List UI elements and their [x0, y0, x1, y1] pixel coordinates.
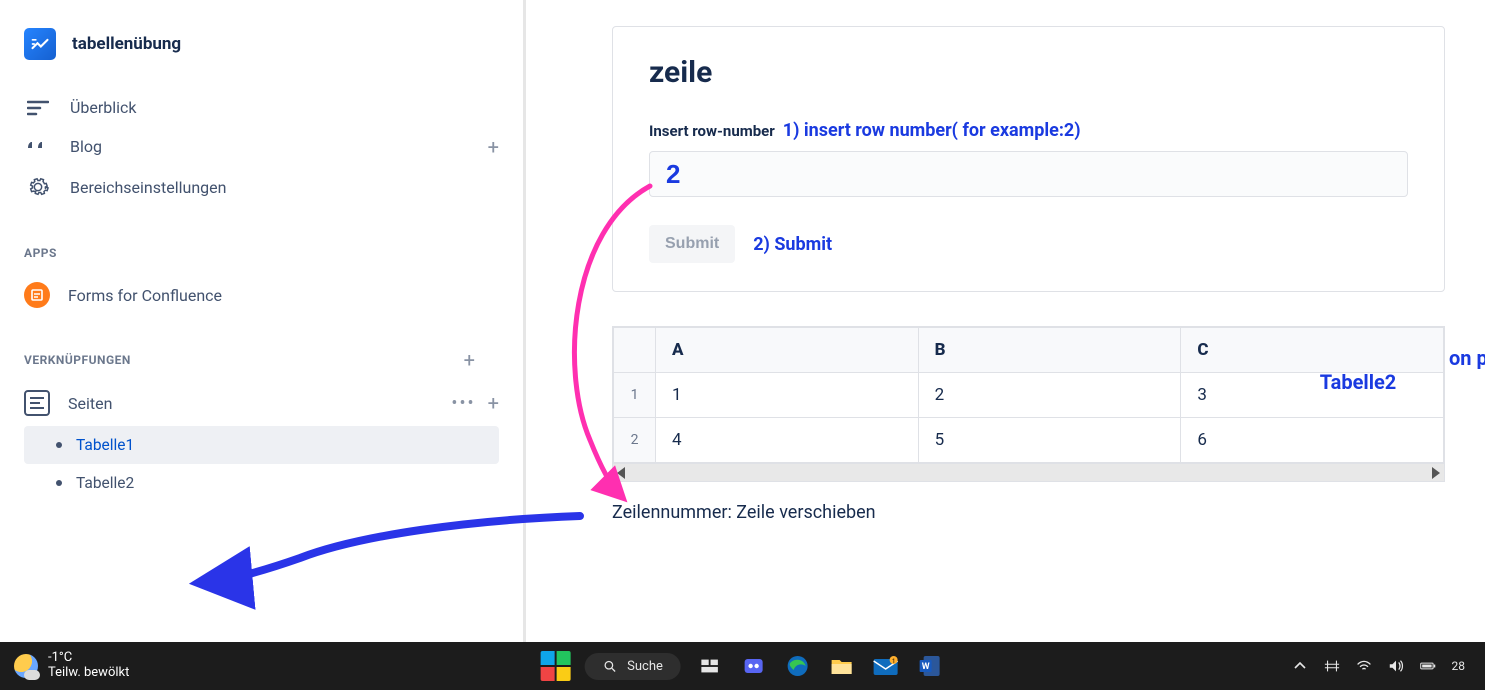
- word-icon[interactable]: W: [915, 651, 945, 681]
- form-card: zeile Insert row-number 1) insert row nu…: [612, 26, 1445, 292]
- table-row[interactable]: 2 4 5 6: [614, 418, 1444, 463]
- gear-icon: [24, 176, 52, 198]
- weather-condition: Teilw. bewölkt: [48, 666, 129, 681]
- windows-taskbar[interactable]: -1°C Teilw. bewölkt Suche 1 W 28: [0, 642, 1485, 690]
- table-row[interactable]: 1 1 2 3: [614, 373, 1444, 418]
- apps-section-title: APPS: [0, 218, 523, 270]
- start-button[interactable]: [540, 651, 570, 681]
- annotation-step2: 2) Submit: [753, 234, 832, 255]
- links-section-title: VERKNÜPFUNGEN: [24, 353, 131, 367]
- table-cell: 6: [1181, 418, 1444, 463]
- nav-label: Bereichseinstellungen: [70, 178, 226, 197]
- explorer-icon[interactable]: [827, 651, 857, 681]
- weather-temp: -1°C: [48, 651, 129, 666]
- bullet-icon: [56, 442, 62, 448]
- app-item-forms[interactable]: Forms for Confluence: [0, 270, 523, 320]
- task-view-icon[interactable]: [695, 651, 725, 681]
- table-cell: 4: [656, 418, 919, 463]
- plus-icon[interactable]: +: [488, 391, 499, 415]
- more-icon[interactable]: •••: [451, 393, 475, 414]
- page-tree: Tabelle1 Tabelle2: [0, 426, 523, 502]
- space-icon: [24, 28, 56, 60]
- svg-text:W: W: [922, 662, 930, 672]
- search-icon: [602, 659, 617, 674]
- taskbar-tray[interactable]: 28: [1292, 658, 1485, 674]
- table-cell: 5: [918, 418, 1181, 463]
- weather-text: -1°C Teilw. bewölkt: [48, 651, 129, 681]
- row-number-cell: 2: [614, 418, 656, 463]
- space-header[interactable]: tabellenübung: [0, 18, 523, 84]
- space-title: tabellenübung: [72, 34, 181, 54]
- table-cell: 1: [656, 373, 919, 418]
- teams-icon[interactable]: [739, 651, 769, 681]
- mail-icon[interactable]: 1: [871, 651, 901, 681]
- chevron-up-icon[interactable]: [1292, 658, 1308, 674]
- submit-button[interactable]: Submit: [649, 225, 735, 263]
- taskbar-weather[interactable]: -1°C Teilw. bewölkt: [0, 651, 129, 681]
- network-icon[interactable]: [1324, 658, 1340, 674]
- battery-icon[interactable]: [1420, 658, 1436, 674]
- annotation-step1: 1) insert row number( for example:2): [783, 120, 1081, 141]
- tree-label: Tabelle2: [76, 474, 134, 492]
- field-label: Insert row-number: [649, 122, 775, 140]
- tree-item-tabelle1[interactable]: Tabelle1: [24, 426, 499, 464]
- col-header: A: [656, 328, 919, 373]
- app-label: Forms for Confluence: [68, 286, 222, 305]
- main-content: zeile Insert row-number 1) insert row nu…: [526, 0, 1485, 642]
- tree-item-tabelle2[interactable]: Tabelle2: [24, 464, 499, 502]
- taskbar-search[interactable]: Suche: [584, 653, 681, 680]
- nav-label: Überblick: [70, 98, 137, 117]
- edge-icon[interactable]: [783, 651, 813, 681]
- forms-app-icon: [24, 282, 50, 308]
- taskbar-center: Suche 1 W: [540, 651, 945, 681]
- pages-row[interactable]: Seiten ••• +: [0, 380, 523, 426]
- form-title: zeile: [649, 55, 1408, 90]
- data-table-wrap: A B C 1 1 2 3 2 4 5: [612, 326, 1445, 482]
- pages-icon: [24, 390, 50, 416]
- taskbar-clock[interactable]: 28: [1452, 659, 1466, 673]
- table-cell: 2: [918, 373, 1181, 418]
- table-header-row: A B C: [614, 328, 1444, 373]
- weather-icon: [14, 654, 38, 678]
- table-caption: Zeilennummer: Zeile verschieben: [612, 502, 1445, 523]
- pages-label: Seiten: [68, 394, 112, 413]
- sidebar: tabellenübung Überblick Blog + Bere: [0, 0, 526, 642]
- nav-label: Blog: [70, 137, 102, 156]
- row-actions: ••• +: [451, 391, 499, 415]
- col-header: C: [1181, 328, 1444, 373]
- tree-label: Tabelle1: [76, 436, 134, 454]
- horizontal-scrollbar[interactable]: [613, 463, 1444, 481]
- corner-cell: [614, 328, 656, 373]
- nav-list: Überblick Blog + Bereichseinstellungen: [0, 84, 523, 218]
- data-table: A B C 1 1 2 3 2 4 5: [613, 327, 1444, 463]
- search-label: Suche: [627, 659, 663, 674]
- col-header: B: [918, 328, 1181, 373]
- plus-icon[interactable]: +: [464, 348, 475, 372]
- overview-icon: [24, 99, 52, 117]
- nav-item-settings[interactable]: Bereichseinstellungen: [24, 166, 499, 208]
- quote-icon: [24, 138, 52, 156]
- links-header: VERKNÜPFUNGEN +: [0, 320, 523, 380]
- wifi-icon[interactable]: [1356, 658, 1372, 674]
- nav-item-overview[interactable]: Überblick: [24, 88, 499, 127]
- plus-icon[interactable]: +: [488, 135, 499, 159]
- row-number-input[interactable]: [649, 151, 1408, 197]
- bullet-icon: [56, 480, 62, 486]
- svg-text:1: 1: [892, 658, 895, 665]
- row-number-cell: 1: [614, 373, 656, 418]
- nav-item-blog[interactable]: Blog +: [24, 127, 499, 166]
- table-cell: 3: [1181, 373, 1444, 418]
- volume-icon[interactable]: [1388, 658, 1404, 674]
